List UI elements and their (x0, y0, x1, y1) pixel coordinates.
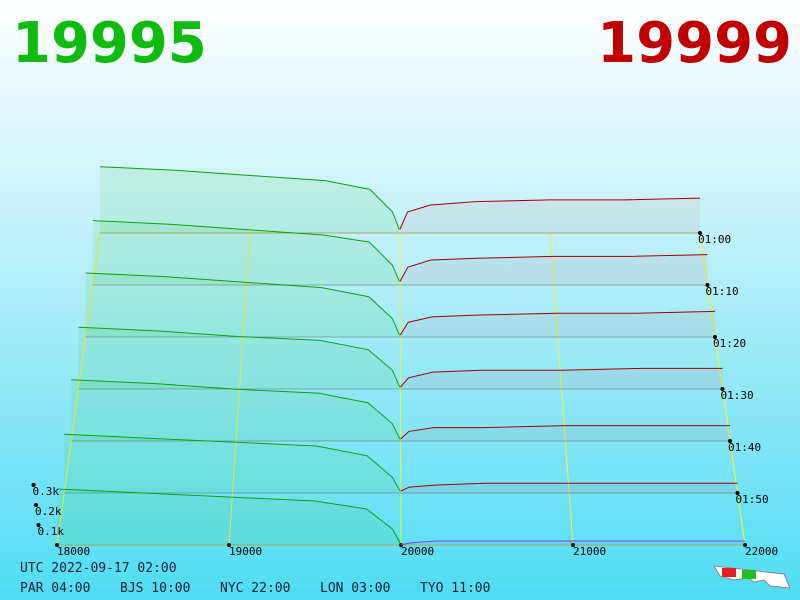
time-dot (720, 387, 725, 391)
bids-line (99, 166, 400, 230)
x-tick-label: 20000 (401, 545, 434, 558)
utc-time: UTC 2022-09-17 02:00 (20, 561, 177, 576)
asks-fill (400, 368, 723, 389)
x-tick-label: 19000 (229, 545, 262, 558)
asks-fill (400, 541, 745, 545)
time-label: 01:10 (706, 285, 739, 298)
city-time: LON 03:00 (320, 581, 390, 596)
time-dot (735, 491, 740, 495)
city-time: NYC 22:00 (220, 581, 290, 596)
snapshot: 01:20 (85, 272, 746, 350)
bids-fill (92, 220, 400, 285)
green-lens (742, 570, 756, 579)
depth-tick-label: 0.2k (35, 505, 62, 518)
bids-line (64, 433, 401, 492)
asks-line (399, 310, 716, 336)
city-time: BJS 10:00 (120, 581, 190, 596)
time-dot (713, 335, 717, 339)
bids-line (92, 220, 400, 282)
city-time: TYO 11:00 (420, 581, 490, 596)
plot: 18000 19000 20000 21000 22000 01:00 01:10 01:20… (31, 166, 778, 558)
snapshot: 01:50 (64, 433, 769, 506)
asks-line (400, 425, 730, 440)
x-tick-label: 22000 (745, 545, 778, 558)
bids-line (56, 488, 401, 544)
x-tick-label: 21000 (573, 545, 606, 558)
asks-line (399, 197, 701, 230)
ask-price: 19999 (597, 11, 792, 76)
time-dot (728, 439, 732, 443)
asks-line (400, 482, 738, 492)
time-label: 01:50 (736, 493, 769, 506)
asks-fill (400, 311, 715, 337)
bid-price: 19995 (12, 11, 207, 76)
depth-tick (31, 483, 36, 487)
asks-line (400, 540, 745, 546)
depth-tick-label: 0.1k (38, 525, 65, 538)
bids-line (78, 326, 401, 388)
bids-fill (85, 272, 400, 337)
snapshot: 01:30 (78, 326, 754, 402)
asks-line (399, 367, 723, 388)
snapshot: 01:10 (92, 220, 739, 298)
snapshot (56, 488, 745, 546)
depth-tick-label: 0.3k (33, 485, 60, 498)
time-dot (705, 283, 710, 287)
depth-tick (36, 523, 41, 527)
red-lens (722, 568, 736, 577)
asks-fill (399, 198, 700, 233)
snapshot: 01:40 (71, 379, 761, 454)
city-times: PAR 04:00 BJS 10:00 NYC 22:00 LON 03:00 TYO … (20, 581, 490, 596)
asks-fill (400, 483, 738, 493)
time-label: 01:20 (713, 337, 746, 350)
time-label: 01:00 (698, 233, 731, 246)
bids-fill (100, 166, 400, 233)
time-dot (698, 231, 702, 235)
time-label: 01:30 (721, 389, 754, 402)
asks-fill (400, 425, 730, 441)
time-label: 01:40 (728, 441, 761, 454)
city-time: PAR 04:00 (20, 581, 90, 596)
snapshot: 01:00 (99, 166, 731, 246)
3d-glasses-icon[interactable] (713, 565, 791, 589)
depth-tick (34, 503, 38, 507)
bids-fill (78, 327, 400, 389)
bids-fill (57, 489, 401, 545)
bids-fill (71, 379, 400, 441)
asks-fill (400, 254, 708, 285)
bids-fill (64, 434, 400, 493)
asks-line (399, 254, 708, 282)
x-tick-label: 18000 (57, 545, 90, 558)
bids-line (71, 379, 401, 440)
bids-line (85, 272, 401, 336)
